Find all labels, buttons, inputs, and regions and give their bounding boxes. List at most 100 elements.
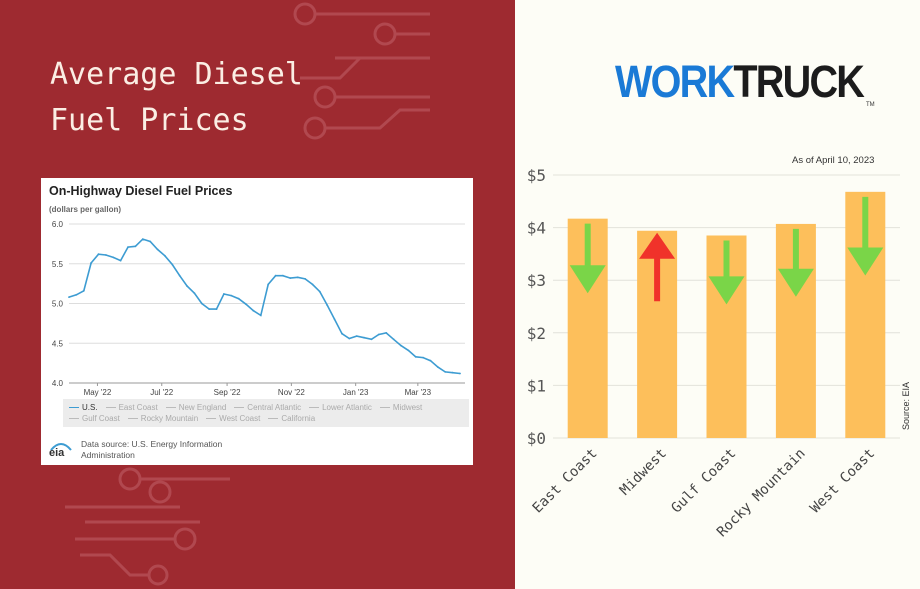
- us-data-point: [304, 278, 306, 280]
- legend-item[interactable]: Central Atlantic: [232, 402, 301, 413]
- us-data-point: [141, 238, 144, 240]
- us-data-point: [193, 292, 196, 295]
- eia-logo-arc: [50, 443, 72, 451]
- us-data-point: [282, 274, 284, 277]
- x-tick-label: Sep '22: [214, 388, 241, 397]
- us-data-point: [215, 308, 218, 310]
- us-series-line: [68, 238, 461, 375]
- us-data-point: [127, 246, 129, 248]
- us-data-point: [82, 289, 85, 292]
- y-tick-label: 4.5: [52, 339, 64, 348]
- legend-item[interactable]: New England: [164, 402, 227, 413]
- us-data-point: [459, 372, 461, 375]
- us-data-point: [377, 333, 380, 336]
- legend-label: Rocky Mountain: [140, 414, 199, 423]
- down-arrow-icon: [569, 223, 606, 294]
- x-category-label: Gulf Coast: [668, 446, 739, 517]
- legend-item[interactable]: Lower Atlantic: [307, 402, 372, 413]
- eia-legend: U.S. East Coast New England Central Atlanti…: [63, 399, 469, 427]
- eia-logo-text: eia: [49, 447, 65, 459]
- us-data-point: [223, 293, 225, 295]
- us-data-point: [237, 297, 240, 300]
- y-tick-label: $4: [527, 219, 546, 238]
- us-data-point: [75, 293, 78, 296]
- legend-swatch: [165, 407, 176, 409]
- eia-line-chart: 6.0 5.5 5.0 4.5 4.0 May '22 Jul '22 Sep '22 Nov …: [52, 220, 465, 397]
- us-data-point: [437, 366, 439, 368]
- legend-label: U.S.: [82, 403, 98, 412]
- us-data-point: [252, 309, 255, 312]
- worktruck-logo: WORKTRUCK: [615, 56, 865, 108]
- legend-label: Midwest: [392, 403, 423, 412]
- eia-chart-title: On-Highway Diesel Fuel Prices: [49, 184, 233, 198]
- legend-label: Gulf Coast: [82, 414, 120, 423]
- us-data-point: [451, 371, 454, 374]
- x-tick-label: Nov '22: [278, 388, 305, 397]
- us-data-point: [178, 274, 181, 277]
- legend-swatch: [105, 407, 116, 409]
- us-data-point: [156, 248, 159, 251]
- up-arrow-icon: [639, 232, 676, 302]
- legend-swatch: [379, 407, 390, 409]
- legend-item[interactable]: East Coast: [104, 402, 158, 413]
- eia-unit-label: (dollars per gallon): [49, 205, 122, 214]
- page-headline: Average Diesel Fuel Prices: [50, 52, 303, 144]
- legend-item[interactable]: U.S.: [67, 402, 98, 413]
- us-data-point: [422, 356, 424, 359]
- y-tick-label: $1: [527, 376, 546, 395]
- legend-swatch: [69, 407, 79, 409]
- us-data-point: [341, 332, 343, 335]
- us-data-point: [296, 276, 299, 279]
- us-data-point: [274, 274, 277, 277]
- y-tick-label: $5: [527, 166, 546, 185]
- legend-item[interactable]: Rocky Mountain: [126, 413, 198, 424]
- legend-label: New England: [178, 403, 227, 412]
- y-tick-label: 4.0: [52, 379, 64, 388]
- us-data-point: [318, 290, 321, 293]
- us-data-point: [326, 304, 329, 306]
- us-data-point: [392, 338, 395, 341]
- legend-swatch: [268, 418, 279, 420]
- legend-item[interactable]: Gulf Coast: [67, 413, 120, 424]
- y-tick-label: $3: [527, 271, 546, 290]
- y-tick-label: 5.5: [52, 260, 64, 269]
- us-data-point: [134, 245, 137, 248]
- as-of-date: As of April 10, 2023: [792, 155, 875, 166]
- us-data-point: [171, 263, 174, 266]
- us-data-point: [164, 254, 166, 257]
- us-data-point: [149, 240, 152, 243]
- legend-swatch: [309, 407, 320, 409]
- legend-label: Lower Atlantic: [322, 403, 372, 412]
- left-panel: Average Diesel Fuel Prices 6.0 5.5 5.0 4.5 4…: [0, 0, 515, 589]
- us-data-point: [112, 256, 115, 259]
- us-data-point: [363, 336, 365, 339]
- legend-swatch: [127, 418, 138, 420]
- us-data-point: [429, 359, 432, 362]
- circuit-decoration: [65, 2, 430, 586]
- brand-work: WORK: [615, 56, 735, 107]
- headline-line-2: Fuel Prices: [50, 103, 249, 138]
- legend-swatch: [206, 418, 217, 420]
- down-arrow-icon: [777, 228, 814, 297]
- legend-item[interactable]: West Coast: [204, 413, 260, 424]
- us-data-point: [105, 254, 107, 256]
- x-category-label: West Coast: [807, 446, 878, 517]
- legend-label: West Coast: [219, 414, 261, 423]
- us-data-point: [400, 344, 402, 347]
- us-data-point: [259, 314, 262, 317]
- us-data-point: [407, 349, 410, 352]
- headline-line-1: Average Diesel: [50, 57, 303, 92]
- y-tick-label: $2: [527, 324, 546, 343]
- us-data-point: [414, 355, 417, 358]
- us-data-point: [200, 302, 203, 305]
- legend-label: Central Atlantic: [247, 403, 302, 412]
- eia-data-source: Data source: U.S. Energy Information Adm…: [81, 439, 223, 460]
- y-tick-label: 6.0: [52, 220, 64, 229]
- legend-item[interactable]: California: [266, 413, 315, 424]
- legend-item[interactable]: Midwest: [378, 402, 422, 413]
- legend-swatch: [234, 407, 245, 409]
- us-data-point: [348, 337, 351, 340]
- us-data-point: [119, 259, 122, 262]
- legend-label: East Coast: [118, 403, 158, 412]
- x-tick-label: May '22: [84, 388, 112, 397]
